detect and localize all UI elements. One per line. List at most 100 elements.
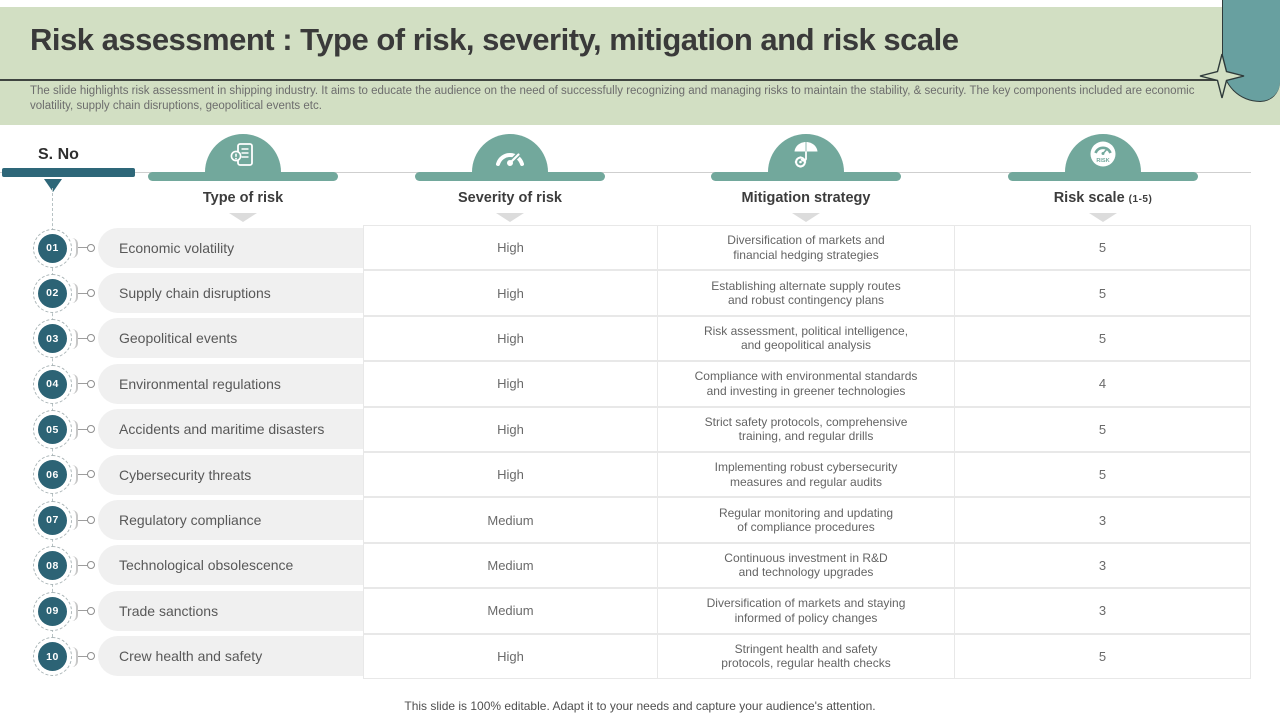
risk-scale-suffix: (1-5) bbox=[1128, 194, 1153, 205]
connector-dot bbox=[87, 334, 95, 343]
row-number-badge: 04 bbox=[38, 369, 67, 399]
connector-arc bbox=[72, 419, 78, 440]
gauge-icon bbox=[496, 153, 524, 166]
risk-meter-icon: RISK bbox=[1090, 141, 1116, 167]
mitigation-header-bar bbox=[711, 172, 901, 181]
risk-scale-cell: 3 bbox=[954, 542, 1251, 589]
risk-type-pill: Accidents and maritime disasters bbox=[98, 409, 363, 450]
connector-arc bbox=[72, 555, 78, 576]
connector-line bbox=[78, 247, 88, 249]
severity-cell: High bbox=[363, 633, 658, 679]
row-number-ring: 08 bbox=[33, 546, 72, 586]
sno-header-bar bbox=[2, 168, 135, 177]
type-of-risk-header-bar bbox=[148, 172, 338, 181]
chevron-down-icon bbox=[792, 213, 820, 222]
mitigation-cell: Compliance with environmental standards … bbox=[657, 361, 955, 407]
table-row: 09 Trade sanctions Medium Diversificatio… bbox=[0, 588, 1251, 634]
severity-cell: High bbox=[363, 361, 658, 407]
row-number-badge: 09 bbox=[38, 596, 67, 626]
sno-column-header: S. No bbox=[38, 146, 79, 163]
table-row: 08 Technological obsolescence Medium Con… bbox=[0, 542, 1251, 589]
svg-text:RISK: RISK bbox=[1096, 158, 1109, 164]
risk-type-pill: Cybersecurity threats bbox=[98, 454, 363, 495]
risk-type-pill: Trade sanctions bbox=[98, 590, 363, 631]
connector-arc bbox=[72, 238, 78, 258]
severity-cell: Medium bbox=[363, 588, 658, 634]
risk-scale-cell: 5 bbox=[954, 225, 1251, 271]
mitigation-dome bbox=[768, 134, 844, 172]
row-number-badge: 08 bbox=[38, 551, 67, 581]
connector-arc bbox=[72, 464, 78, 485]
connector-arc bbox=[72, 374, 78, 395]
row-number-ring: 09 bbox=[33, 591, 72, 631]
row-number-badge: 06 bbox=[38, 460, 67, 490]
connector-line bbox=[78, 655, 88, 657]
risk-type-pill: Supply chain disruptions bbox=[98, 273, 363, 314]
connector-dot bbox=[87, 379, 95, 388]
severity-dome bbox=[472, 134, 548, 172]
footer-note: This slide is 100% editable. Adapt it to… bbox=[404, 699, 876, 713]
header-axis-line bbox=[0, 172, 1251, 173]
risk-type-pill: Economic volatility bbox=[98, 227, 363, 268]
connector-arc bbox=[72, 601, 78, 622]
row-number-ring: 07 bbox=[33, 500, 72, 540]
connector-dot bbox=[87, 606, 95, 615]
risk-scale-cell: 5 bbox=[954, 406, 1251, 452]
corner-ornament bbox=[1222, 0, 1280, 102]
row-number-ring: 04 bbox=[33, 364, 72, 404]
risk-scale-cell: 3 bbox=[954, 588, 1251, 634]
row-number-ring: 06 bbox=[33, 455, 72, 495]
scroll-document-icon bbox=[230, 143, 253, 166]
severity-header-label: Severity of risk bbox=[458, 190, 562, 206]
risk-type-pill: Geopolitical events bbox=[98, 318, 363, 359]
column-header-severity: Severity of risk bbox=[410, 134, 610, 222]
severity-cell: High bbox=[363, 315, 658, 362]
table-row: 02 Supply chain disruptions High Establi… bbox=[0, 270, 1251, 316]
severity-cell: Medium bbox=[363, 497, 658, 543]
table-row: 04 Environmental regulations High Compli… bbox=[0, 361, 1251, 407]
table-row: 03 Geopolitical events High Risk assessm… bbox=[0, 315, 1251, 362]
connector-arc bbox=[72, 510, 78, 531]
table-row: 05 Accidents and maritime disasters High… bbox=[0, 406, 1251, 452]
risk-type-pill: Technological obsolescence bbox=[98, 545, 363, 586]
risk-scale-cell: 5 bbox=[954, 633, 1251, 679]
column-header-type-of-risk: Type of risk bbox=[143, 134, 343, 222]
connector-arc bbox=[72, 646, 78, 667]
slide-subtitle: The slide highlights risk assessment in … bbox=[30, 85, 1195, 112]
mitigation-cell: Establishing alternate supply routes and… bbox=[657, 270, 955, 316]
severity-cell: Medium bbox=[363, 542, 658, 589]
connector-arc bbox=[72, 328, 78, 349]
row-number-ring: 02 bbox=[33, 273, 72, 313]
connector-dot bbox=[87, 652, 95, 661]
umbrella-gear-icon bbox=[794, 142, 818, 168]
connector-line bbox=[78, 564, 88, 566]
row-number-badge: 07 bbox=[38, 505, 67, 535]
risk-scale-dome: RISK bbox=[1065, 134, 1141, 172]
title-band bbox=[0, 7, 1280, 125]
type-of-risk-header-label: Type of risk bbox=[202, 190, 284, 206]
sparkle-star-icon bbox=[1199, 53, 1245, 99]
risk-scale-cell: 3 bbox=[954, 497, 1251, 543]
mitigation-cell: Regular monitoring and updating of compl… bbox=[657, 497, 955, 543]
row-number-badge: 10 bbox=[38, 642, 67, 672]
mitigation-header-label: Mitigation strategy bbox=[741, 190, 871, 206]
mitigation-cell: Diversification of markets and staying i… bbox=[657, 588, 955, 634]
connector-dot bbox=[87, 515, 95, 524]
risk-table: 01 Economic volatility High Diversificat… bbox=[0, 225, 1251, 679]
connector-line bbox=[78, 610, 88, 612]
risk-scale-label-text: Risk scale bbox=[1053, 190, 1125, 206]
connector-line bbox=[78, 519, 88, 521]
risk-scale-cell: 4 bbox=[954, 361, 1251, 407]
table-row: 07 Regulatory compliance Medium Regular … bbox=[0, 497, 1251, 543]
column-header-mitigation: Mitigation strategy bbox=[706, 134, 906, 222]
connector-line bbox=[78, 292, 88, 294]
connector-arc bbox=[72, 283, 78, 304]
mitigation-cell: Continuous investment in R&D and technol… bbox=[657, 542, 955, 589]
severity-cell: High bbox=[363, 451, 658, 498]
severity-header-bar bbox=[415, 172, 605, 181]
risk-type-pill: Regulatory compliance bbox=[98, 500, 363, 541]
risk-scale-header-bar bbox=[1008, 172, 1198, 181]
connector-line bbox=[78, 428, 88, 430]
connector-line bbox=[78, 337, 88, 339]
mitigation-cell: Strict safety protocols, comprehensive t… bbox=[657, 406, 955, 452]
